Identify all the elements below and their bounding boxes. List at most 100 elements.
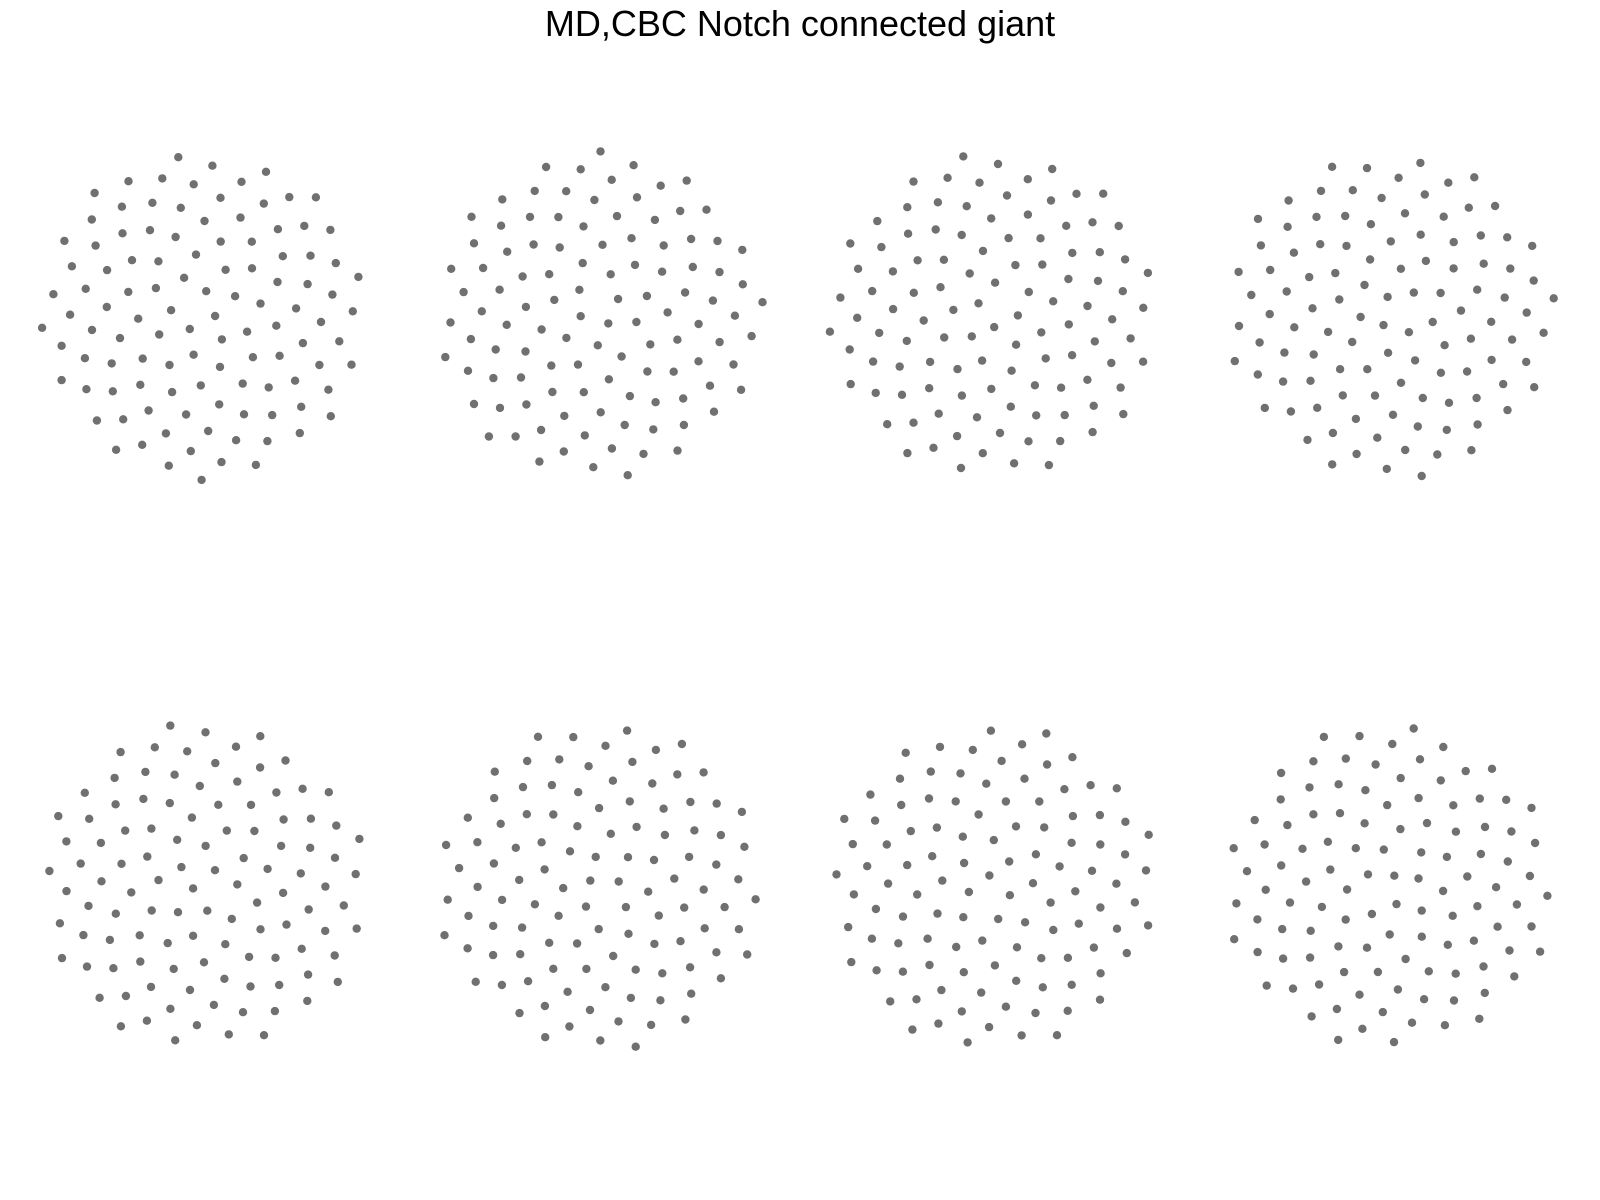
network-node xyxy=(1012,976,1021,985)
network-node xyxy=(957,1007,966,1016)
network-node xyxy=(1449,996,1459,1005)
network-node xyxy=(1362,163,1372,173)
network-panel-8 xyxy=(1229,724,1552,1047)
network-node xyxy=(1328,460,1337,469)
network-node xyxy=(111,909,121,918)
network-node xyxy=(730,311,740,320)
network-node xyxy=(925,384,934,393)
network-node xyxy=(1060,410,1069,420)
network-node xyxy=(165,360,174,370)
network-node xyxy=(165,798,174,808)
network-node xyxy=(154,875,163,885)
network-node xyxy=(1433,450,1442,459)
network-node xyxy=(1438,886,1448,896)
network-node xyxy=(201,841,210,851)
network-node xyxy=(1328,428,1338,438)
network-node xyxy=(574,788,583,797)
network-node xyxy=(982,779,991,788)
network-node xyxy=(220,974,229,983)
network-node xyxy=(903,229,913,238)
network-node xyxy=(1143,921,1153,930)
network-node xyxy=(1072,189,1081,198)
network-node xyxy=(868,357,878,366)
network-node xyxy=(840,814,849,824)
network-node xyxy=(1095,995,1105,1004)
network-node xyxy=(1463,872,1472,881)
network-node xyxy=(1319,732,1329,742)
network-node xyxy=(139,794,148,804)
network-node xyxy=(471,977,480,986)
network-node xyxy=(1062,221,1071,230)
network-node xyxy=(297,944,306,953)
network-node xyxy=(924,794,934,803)
network-node xyxy=(1479,962,1488,971)
network-node xyxy=(1326,865,1335,874)
network-node xyxy=(582,964,591,974)
network-node xyxy=(1419,995,1429,1004)
network-node xyxy=(957,230,966,240)
network-node xyxy=(895,362,904,371)
network-node xyxy=(1041,354,1050,363)
network-node xyxy=(747,331,756,341)
network-node xyxy=(1074,919,1084,928)
network-node xyxy=(80,788,90,797)
network-panel-4 xyxy=(1230,158,1558,481)
network-node xyxy=(646,1020,656,1030)
network-node xyxy=(1327,162,1337,171)
network-node xyxy=(1020,774,1029,783)
network-node xyxy=(751,895,760,904)
network-node xyxy=(348,307,357,316)
network-node xyxy=(705,381,715,390)
network-node xyxy=(601,741,610,750)
network-node xyxy=(233,880,242,889)
network-node xyxy=(986,726,996,735)
network-node xyxy=(1407,1018,1417,1027)
network-node xyxy=(535,457,544,466)
network-node xyxy=(221,265,230,274)
network-node xyxy=(490,793,499,803)
network-node xyxy=(1052,1031,1062,1040)
network-node xyxy=(1476,849,1486,859)
network-node xyxy=(1276,795,1285,804)
network-node xyxy=(1378,1007,1388,1017)
network-node xyxy=(576,165,585,174)
network-node xyxy=(81,284,90,293)
network-node xyxy=(1088,218,1097,227)
network-node xyxy=(351,869,360,879)
network-node xyxy=(545,938,554,947)
network-node xyxy=(200,216,209,226)
network-node xyxy=(55,919,65,928)
network-node xyxy=(1444,178,1453,187)
network-node xyxy=(648,779,657,788)
network-node xyxy=(1013,311,1023,320)
network-node xyxy=(699,768,708,777)
network-node xyxy=(888,267,898,276)
network-node xyxy=(1348,186,1358,195)
network-node xyxy=(1063,1006,1072,1015)
network-node xyxy=(121,991,131,1001)
network-node xyxy=(1323,327,1333,337)
network-node xyxy=(1473,902,1482,911)
network-node xyxy=(296,869,305,878)
network-node xyxy=(909,177,918,186)
network-node xyxy=(138,440,147,449)
network-node xyxy=(97,877,106,886)
network-node xyxy=(1314,980,1324,989)
network-node xyxy=(699,885,708,894)
network-panel-6 xyxy=(440,726,760,1051)
network-node xyxy=(224,1030,233,1039)
network-node xyxy=(1229,844,1238,853)
network-node xyxy=(37,323,47,332)
network-node xyxy=(1056,383,1066,392)
network-node xyxy=(530,900,540,909)
network-node xyxy=(593,341,602,350)
network-node xyxy=(354,272,363,282)
network-node xyxy=(102,302,112,312)
network-node xyxy=(1417,932,1427,941)
network-node xyxy=(321,882,330,891)
network-node xyxy=(1341,915,1350,924)
network-node xyxy=(279,815,288,824)
network-node xyxy=(1055,862,1064,871)
network-node xyxy=(908,1025,917,1034)
network-node xyxy=(712,948,721,957)
